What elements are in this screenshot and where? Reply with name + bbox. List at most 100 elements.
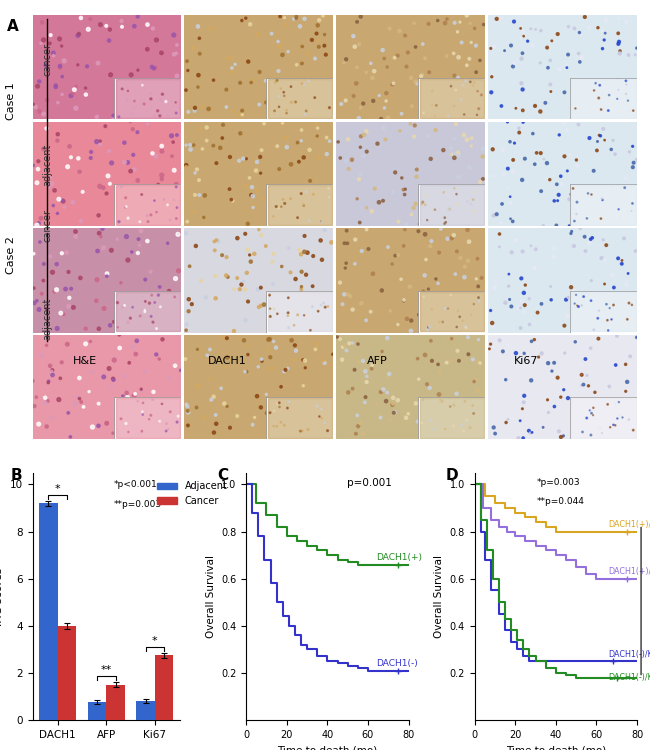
Point bbox=[183, 405, 193, 417]
Point bbox=[590, 77, 601, 89]
Bar bbox=[116, 79, 180, 118]
Point bbox=[449, 152, 460, 164]
Point bbox=[367, 363, 377, 375]
Point bbox=[133, 175, 143, 187]
Point bbox=[256, 229, 266, 241]
Bar bbox=[266, 184, 333, 226]
Point bbox=[316, 299, 326, 311]
Point bbox=[308, 188, 318, 200]
Point bbox=[38, 142, 49, 154]
Point bbox=[517, 403, 528, 415]
Point bbox=[70, 226, 81, 238]
Point bbox=[34, 418, 44, 430]
Point bbox=[129, 95, 140, 107]
Point bbox=[623, 268, 633, 280]
Point bbox=[320, 85, 331, 97]
Point bbox=[396, 172, 407, 184]
Point bbox=[241, 153, 252, 165]
Point bbox=[604, 220, 615, 232]
Point bbox=[474, 103, 484, 115]
Point bbox=[123, 316, 133, 328]
Point bbox=[274, 163, 285, 175]
Point bbox=[165, 214, 176, 226]
Point bbox=[616, 211, 626, 223]
Point bbox=[556, 431, 566, 443]
Point bbox=[486, 338, 496, 350]
Point bbox=[476, 89, 487, 101]
Point bbox=[304, 214, 315, 226]
Point bbox=[571, 208, 582, 220]
Point bbox=[122, 157, 133, 169]
Point bbox=[385, 304, 395, 316]
Point bbox=[388, 392, 398, 404]
Point bbox=[417, 196, 428, 208]
Point bbox=[297, 58, 307, 70]
Point bbox=[566, 188, 577, 200]
Point bbox=[42, 122, 52, 134]
Point bbox=[463, 332, 473, 344]
Text: DACH1(+)/Ki67(+): DACH1(+)/Ki67(+) bbox=[608, 567, 650, 576]
Point bbox=[526, 427, 537, 439]
Point bbox=[430, 110, 440, 122]
Point bbox=[444, 98, 454, 109]
Point bbox=[413, 374, 424, 386]
Point bbox=[437, 316, 448, 328]
Point bbox=[625, 350, 635, 362]
Point bbox=[210, 270, 220, 282]
Point bbox=[434, 388, 444, 400]
Point bbox=[603, 398, 613, 410]
Point bbox=[296, 135, 306, 147]
Text: Case 2: Case 2 bbox=[6, 236, 16, 274]
Point bbox=[355, 141, 365, 153]
Point bbox=[66, 283, 76, 295]
Point bbox=[183, 293, 194, 305]
Point bbox=[170, 319, 181, 331]
Point bbox=[535, 57, 545, 69]
Point bbox=[411, 164, 422, 176]
Point bbox=[309, 304, 320, 316]
Point bbox=[131, 334, 142, 346]
Point bbox=[475, 357, 486, 369]
Point bbox=[137, 406, 148, 418]
Point bbox=[280, 132, 291, 144]
Point bbox=[225, 151, 235, 163]
Point bbox=[169, 48, 179, 60]
Point bbox=[354, 173, 364, 185]
Point bbox=[291, 96, 301, 108]
Point bbox=[182, 55, 192, 67]
Point bbox=[420, 53, 430, 64]
Point bbox=[304, 75, 314, 87]
Point bbox=[348, 90, 359, 102]
Point bbox=[352, 193, 363, 205]
Point bbox=[573, 301, 584, 313]
Y-axis label: IHC scores: IHC scores bbox=[0, 567, 4, 626]
Point bbox=[126, 69, 136, 81]
Point bbox=[562, 124, 573, 136]
Point bbox=[337, 341, 348, 353]
Point bbox=[521, 427, 532, 439]
Point bbox=[606, 314, 617, 326]
Point bbox=[381, 395, 391, 407]
Point bbox=[28, 160, 38, 172]
Point bbox=[569, 240, 579, 252]
Point bbox=[172, 209, 182, 220]
Point bbox=[601, 316, 611, 328]
Point bbox=[534, 386, 544, 398]
Point bbox=[60, 283, 71, 295]
Point bbox=[601, 382, 612, 394]
Point bbox=[282, 184, 293, 196]
Point bbox=[131, 190, 141, 202]
Point bbox=[118, 83, 128, 95]
Point bbox=[299, 74, 309, 86]
Point bbox=[213, 236, 224, 248]
Point bbox=[426, 414, 436, 426]
Point bbox=[313, 40, 324, 53]
Point bbox=[361, 202, 372, 214]
Point bbox=[259, 118, 269, 130]
Point bbox=[570, 336, 580, 348]
Point bbox=[436, 394, 446, 406]
Point bbox=[600, 27, 610, 39]
Point bbox=[496, 217, 506, 229]
Point bbox=[131, 348, 141, 360]
Point bbox=[518, 432, 528, 444]
